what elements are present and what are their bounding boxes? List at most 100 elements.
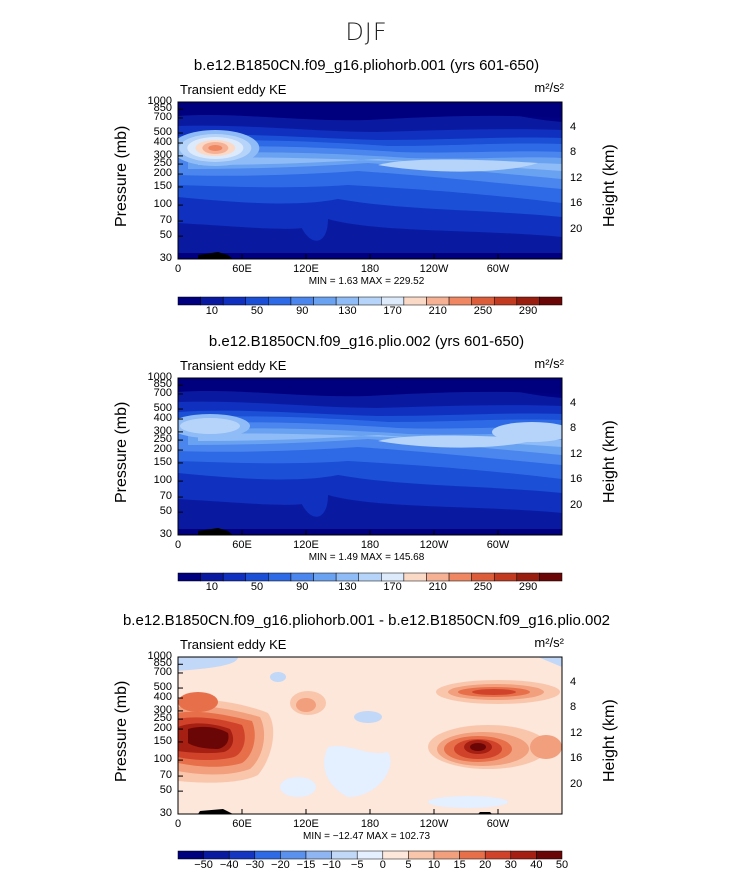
- colorbar-label: 290: [518, 305, 538, 317]
- colorbar-swatch: [358, 572, 382, 582]
- colorbar-swatch: [539, 296, 563, 306]
- colorbar-swatch: [331, 850, 358, 860]
- x-tick-label: 60E: [232, 539, 252, 551]
- pressure-tick-label: 250: [153, 433, 172, 446]
- colorbar-swatch: [200, 296, 224, 306]
- x-tick-label: 120E: [293, 539, 319, 551]
- colorbar-swatch: [290, 572, 314, 582]
- variable-label: Transient eddy KE: [180, 637, 287, 652]
- height-tick-label: 8: [570, 146, 577, 159]
- colorbar-label: 30: [504, 859, 517, 871]
- colorbar-swatch: [382, 850, 409, 860]
- colorbar-label: 40: [530, 859, 543, 871]
- colorbar-swatch: [433, 850, 460, 860]
- x-tick-label: 120W: [419, 263, 449, 275]
- colorbar-label: 130: [338, 581, 357, 593]
- pressure-tick-label: 100: [153, 474, 172, 487]
- colorbar-label: −50: [194, 859, 213, 871]
- colorbar-swatch: [177, 572, 201, 582]
- colorbar: [177, 572, 563, 582]
- colorbar-swatch: [448, 572, 472, 582]
- pressure-tick-label: 1000: [147, 371, 172, 383]
- colorbar-label: −40: [219, 859, 239, 871]
- x-tick-label: 60W: [486, 539, 510, 551]
- pressure-tick-label: 200: [153, 722, 172, 735]
- colorbar-label: −20: [271, 859, 290, 871]
- contour-plot: [177, 377, 563, 536]
- colorbar-label: 250: [473, 305, 493, 317]
- colorbar-label: 5: [405, 859, 412, 871]
- pressure-tick-label: 400: [153, 136, 172, 149]
- colorbar-swatch: [358, 296, 382, 306]
- pressure-tick-label: 30: [159, 528, 172, 540]
- pressure-tick-label: 700: [153, 386, 172, 399]
- colorbar-swatch: [335, 296, 359, 306]
- x-tick-label: 0: [174, 539, 182, 551]
- colorbar-label: 210: [428, 581, 447, 593]
- colorbar-swatch: [200, 572, 224, 582]
- colorbar-swatch: [313, 296, 337, 306]
- x-tick-label: 60W: [486, 818, 510, 830]
- x-tick-label: 0: [174, 263, 182, 275]
- height-tick-label: 16: [570, 197, 583, 210]
- colorbar-swatch: [493, 572, 518, 582]
- colorbar-label: 130: [338, 305, 357, 317]
- x-tick-label: 120W: [419, 539, 449, 551]
- colorbar-label: 50: [250, 581, 264, 593]
- pressure-tick-label: 300: [153, 148, 172, 161]
- season-title: DJF: [345, 18, 388, 46]
- units-label: m²/s²: [534, 80, 564, 95]
- colorbar-swatch: [516, 296, 540, 306]
- height-tick-label: 8: [570, 701, 577, 714]
- colorbar-swatch: [381, 572, 405, 582]
- x-tick-label: 60W: [486, 263, 510, 275]
- contour-plot: [177, 656, 563, 815]
- pressure-tick-label: 70: [159, 214, 172, 227]
- pressure-tick-label: 500: [153, 681, 172, 694]
- colorbar-swatch: [268, 572, 292, 582]
- colorbar-label: 170: [383, 305, 402, 317]
- height-tick-label: 20: [570, 222, 583, 235]
- x-tick-label: 0: [174, 818, 182, 830]
- colorbar-label: −30: [245, 859, 265, 871]
- colorbar-swatch: [516, 572, 540, 582]
- colorbar-swatch: [484, 850, 512, 860]
- x-tick-label: 60E: [232, 263, 252, 275]
- x-tick-label: 180: [360, 539, 380, 551]
- colorbar-swatch: [459, 850, 486, 860]
- x-tick-label: 180: [360, 263, 380, 275]
- colorbar: [177, 850, 563, 860]
- colorbar-label: 290: [518, 581, 538, 593]
- y-axis-right-title: Height (km): [601, 699, 618, 782]
- colorbar-swatch: [245, 572, 269, 582]
- pressure-tick-label: 850: [153, 378, 172, 391]
- pressure-tick-label: 200: [153, 167, 172, 180]
- variable-label: Transient eddy KE: [180, 82, 287, 97]
- pressure-tick-label: 700: [153, 665, 172, 678]
- pressure-tick-label: 400: [153, 691, 172, 704]
- panel-title: b.e12.B1850CN.f09_g16.pliohorb.001 (yrs …: [193, 57, 540, 74]
- pressure-tick-label: 30: [159, 807, 172, 819]
- height-tick-label: 12: [570, 726, 583, 739]
- colorbar-label: 10: [205, 305, 218, 317]
- variable-label: Transient eddy KE: [180, 358, 287, 373]
- x-tick-label: 120W: [419, 818, 449, 830]
- height-tick-label: 16: [570, 752, 583, 765]
- minmax-text: MIN = 1.49 MAX = 145.68: [308, 552, 425, 563]
- colorbar-swatch: [177, 296, 201, 306]
- colorbar-swatch: [471, 296, 495, 306]
- pressure-tick-label: 150: [153, 734, 172, 747]
- colorbar: [177, 296, 563, 306]
- pressure-tick-label: 150: [153, 179, 172, 192]
- y-axis-title: Pressure (mb): [113, 401, 130, 503]
- pressure-tick-label: 70: [159, 490, 172, 503]
- colorbar-label: −10: [322, 859, 341, 871]
- colorbar-swatch: [177, 850, 204, 860]
- colorbar-swatch: [228, 850, 256, 860]
- colorbar-label: 250: [473, 581, 493, 593]
- height-tick-label: 12: [570, 447, 583, 460]
- y-axis-right-title: Height (km): [601, 420, 618, 503]
- colorbar-swatch: [426, 572, 450, 582]
- pressure-tick-label: 400: [153, 412, 172, 425]
- colorbar-label: 50: [555, 859, 569, 871]
